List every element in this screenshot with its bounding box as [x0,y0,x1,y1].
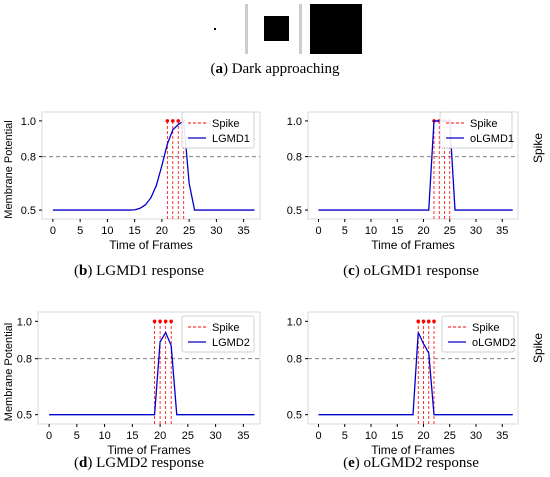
y-tick-label: 0.8 [21,152,36,164]
spike-marker [171,119,175,123]
spike-marker [152,319,157,324]
x-tick-label: 20 [417,430,429,442]
x-tick-label: 5 [77,225,83,237]
spike-marker [165,119,170,123]
x-tick-label: 0 [315,430,321,442]
legend-label-spike: Spike [470,118,498,130]
x-tick-label: 5 [342,225,348,237]
x-tick-label: 0 [46,430,52,442]
plot-frame [41,111,261,220]
y-tick-label: 0.5 [287,205,302,217]
spike-marker [432,319,436,324]
x-axis-label: Time of Frames [371,238,455,252]
stimulus-frames [214,4,362,54]
legend-label-spike: Spike [472,322,500,334]
stimulus-frame-dot [214,28,216,30]
y-tick-label: 1.0 [17,316,32,328]
x-tick-label: 35 [237,430,249,442]
x-tick-label: 10 [365,225,377,237]
x-tick-label: 30 [210,225,222,237]
x-tick-label: 15 [129,225,141,237]
x-tick-label: 35 [496,225,508,237]
x-tick-label: 10 [101,225,113,237]
x-tick-label: 0 [50,225,56,237]
x-tick-label: 20 [417,225,429,237]
stimulus-frame-small-square [264,16,289,41]
legend-label-spike: Spike [212,322,240,334]
spike-marker [421,319,426,324]
x-tick-label: 35 [496,430,508,442]
x-tick-label: 20 [156,225,168,237]
legend-label-series: LGMD1 [212,133,250,145]
caption-a: (a) Dark approaching [210,61,340,77]
series-line [49,331,255,416]
y-tick-label: 0.5 [17,410,32,422]
x-tick-label: 5 [342,430,348,442]
plot-frame [307,111,519,220]
x-tick-label: 10 [365,430,377,442]
series-line [318,332,513,416]
chart-olgmd1-response: 0.5 0.8 1.0 0 5 10 15 20 25 30 35 Time of Frames Spi… [287,111,545,252]
legend-box [181,111,255,149]
chart-lgmd2-response: 0.5 0.8 1.0 0 5 10 15 20 25 30 35 Time of Frames Mem… [3,311,261,457]
frame-separator [245,4,248,54]
plot-frame [307,311,519,425]
x-tick-label: 0 [315,225,321,237]
stimulus-frame-large-square [310,4,362,54]
y-tick-label: 1.0 [287,116,302,128]
x-axis-label: Time of Frames [109,238,193,252]
caption-b: (b) LGMD1 response [74,263,204,279]
legend-box [441,315,515,353]
y-tick-label: 0.8 [287,152,302,164]
y-axis-label: Membrane Potential [3,120,15,218]
x-tick-label: 25 [183,225,195,237]
x-tick-label: 30 [209,430,221,442]
x-axis-label: Time of Frames [371,443,455,457]
chart-olgmd2-response: 0.5 0.8 1.0 0 5 10 15 20 25 30 35 Time of Frames Spi… [287,311,545,457]
x-tick-label: 25 [444,430,456,442]
frame-separator [299,4,302,54]
spike-marker [169,319,173,324]
legend-label-spike: Spike [212,118,240,130]
y-tick-label: 0.5 [21,205,36,217]
x-tick-label: 15 [391,430,403,442]
spike-axis-label: Spike [531,133,545,163]
y-tick-label: 0.8 [17,354,32,366]
series-line [52,119,255,211]
legend-label-series: oLGMD2 [472,337,516,349]
caption-c: (c) oLGMD1 response [343,263,479,279]
chart-lgmd1-response: 0.5 0.8 1.0 0 5 10 15 20 25 30 35 Time of Frames Mem… [3,111,261,252]
x-tick-label: 25 [444,225,456,237]
x-tick-label: 35 [238,225,250,237]
spike-marker [158,319,162,324]
spike-axis-label: Spike [531,333,545,363]
y-tick-label: 1.0 [287,316,302,328]
spike-marker [416,319,421,324]
y-tick-label: 0.8 [287,354,302,366]
x-tick-label: 5 [74,430,80,442]
x-tick-label: 20 [154,430,166,442]
spike-marker [176,119,181,123]
x-tick-label: 25 [182,430,194,442]
x-tick-label: 15 [391,225,403,237]
spike-marker [426,319,431,324]
y-tick-label: 1.0 [21,116,36,128]
legend-box [439,111,513,149]
x-tick-label: 30 [470,430,482,442]
y-tick-label: 0.5 [287,410,302,422]
caption-d: (d) LGMD2 response [74,455,204,471]
x-axis-label: Time of Frames [107,443,191,457]
plot-frame [37,311,261,425]
x-tick-label: 10 [98,430,110,442]
legend-label-series: LGMD2 [212,337,250,349]
x-tick-label: 30 [470,225,482,237]
legend-label-series: oLGMD1 [470,133,514,145]
x-tick-label: 15 [126,430,138,442]
y-axis-label: Membrane Potential [3,323,15,421]
caption-e: (e) oLGMD2 response [343,455,479,471]
legend-box [181,315,255,353]
spike-marker [163,319,168,324]
